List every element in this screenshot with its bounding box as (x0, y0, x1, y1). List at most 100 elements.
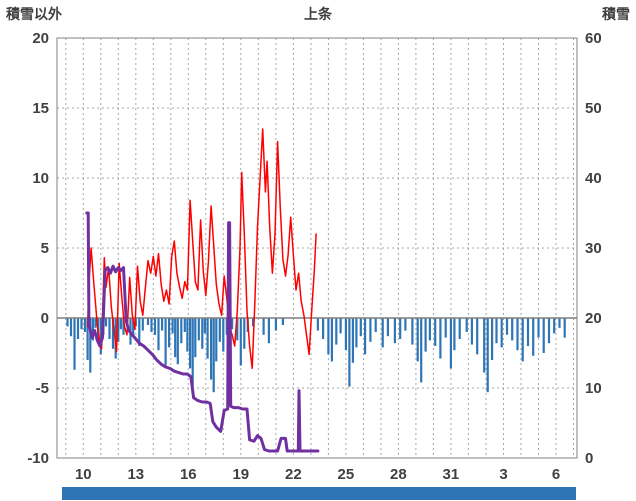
bar (274, 318, 277, 331)
bar (364, 318, 367, 355)
bar (222, 318, 225, 352)
x-axis-tick-label: 25 (338, 466, 355, 483)
right-axis-tick-label: 60 (585, 30, 602, 47)
bar (359, 318, 362, 337)
bar (351, 318, 354, 363)
bar (449, 318, 452, 369)
plot-border (56, 37, 578, 459)
bar (119, 318, 122, 330)
bar (505, 318, 509, 335)
bar (344, 318, 347, 351)
bar (486, 318, 489, 393)
bar (495, 318, 498, 344)
bar (231, 318, 234, 330)
bar (381, 318, 384, 348)
bar (236, 318, 239, 341)
left-axis-tick-label: 5 (41, 240, 49, 257)
bar (108, 318, 111, 339)
bar (146, 318, 150, 325)
x-axis-tick-label: 10 (75, 466, 92, 483)
bar (476, 318, 479, 355)
bar (218, 318, 221, 342)
bar (94, 318, 97, 328)
left-axis-tick-label: -10 (27, 450, 49, 467)
left-axis-tick-label: 0 (41, 310, 49, 327)
bar (191, 318, 194, 387)
x-axis-tick-label: 28 (390, 466, 407, 483)
bar (73, 318, 76, 370)
bar (183, 318, 186, 332)
bar (210, 318, 213, 380)
bar (174, 318, 177, 358)
bar (164, 318, 167, 366)
bar (434, 318, 437, 346)
bar (89, 318, 92, 373)
right-axis-tick-label: 50 (585, 100, 602, 117)
bar (83, 318, 87, 332)
left-axis-tick-label: 10 (32, 170, 49, 187)
bar (161, 318, 164, 331)
bar (511, 318, 514, 341)
bar (69, 318, 73, 337)
bar (416, 318, 419, 362)
temperature-line (86, 128, 317, 370)
x-axis-tick-label: 22 (285, 466, 302, 483)
bar (168, 318, 171, 348)
horizontal-scrollbar[interactable] (62, 487, 576, 500)
bar (262, 318, 265, 335)
bar (491, 318, 494, 360)
bar (243, 318, 246, 349)
bar (132, 318, 135, 335)
bar (206, 318, 209, 359)
bar (122, 318, 125, 335)
bar (203, 318, 206, 334)
bar (252, 318, 255, 327)
bar (327, 318, 330, 355)
bar (516, 318, 519, 351)
left-axis-title: 積雪以外 (6, 6, 62, 22)
bar (500, 318, 503, 348)
left-axis-tick-label: 15 (32, 100, 49, 117)
right-axis-tick-label: 30 (585, 240, 602, 257)
bar (553, 318, 556, 334)
bar (404, 318, 407, 331)
bar (424, 318, 427, 352)
x-axis-tick-label: 13 (127, 466, 144, 483)
bar (521, 318, 524, 362)
bar (537, 318, 540, 338)
bar (316, 318, 319, 331)
right-axis-tick-label: 10 (585, 380, 602, 397)
right-axis-tick-label: 40 (585, 170, 602, 187)
bar (153, 318, 157, 335)
bar (563, 318, 566, 338)
bar (339, 318, 342, 334)
bar (176, 318, 179, 365)
bar (470, 318, 473, 345)
bar (239, 318, 242, 366)
bar (189, 318, 192, 369)
right-axis-tick-label: 0 (585, 450, 593, 467)
bar (420, 318, 423, 383)
bar (399, 318, 402, 339)
x-axis-tick-label: 16 (180, 466, 197, 483)
bar (267, 318, 270, 344)
bar (393, 318, 396, 344)
bar (194, 318, 197, 358)
bar (99, 318, 102, 355)
bar (335, 318, 338, 345)
bar (547, 318, 551, 344)
bar (180, 318, 183, 344)
bar (386, 318, 389, 337)
bar (348, 318, 351, 387)
bar (483, 318, 486, 373)
bar (138, 318, 141, 346)
x-axis-tick-label: 31 (443, 466, 460, 483)
bar (374, 318, 377, 332)
bar (532, 318, 535, 356)
right-axis-title: 積雪 (602, 6, 630, 22)
bar (197, 318, 200, 341)
bar (86, 318, 89, 360)
left-axis-tick-label: 20 (32, 30, 49, 47)
bar (330, 318, 333, 362)
